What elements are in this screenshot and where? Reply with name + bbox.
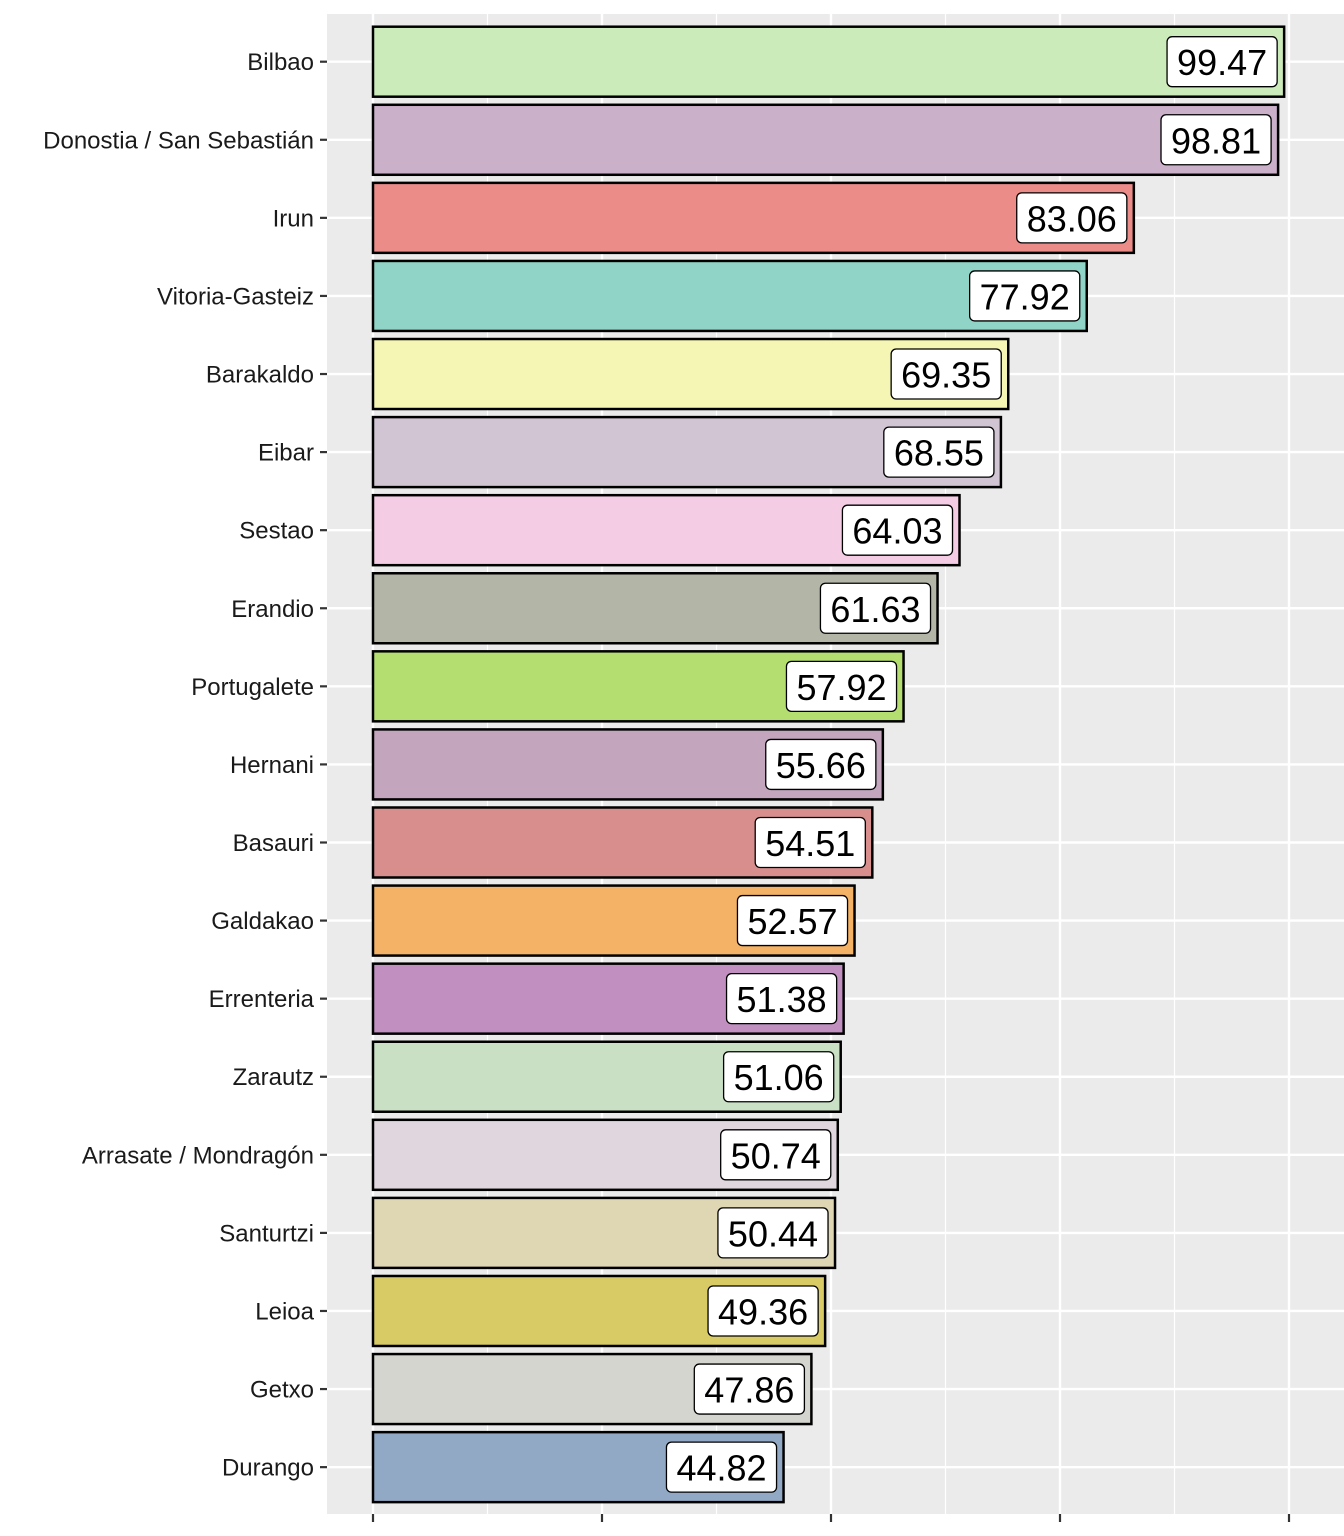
category-label: Irun [273, 205, 314, 232]
value-label: 77.92 [980, 276, 1070, 317]
value-label: 50.74 [731, 1135, 821, 1176]
x-axis [371, 1514, 1291, 1522]
value-label-box [1160, 114, 1272, 166]
value-label: 50.44 [728, 1213, 818, 1254]
value-label: 98.81 [1171, 120, 1261, 161]
category-label: Durango [222, 1455, 314, 1482]
value-label-box [725, 973, 838, 1025]
value-label: 55.66 [776, 745, 866, 786]
value-label: 83.06 [1027, 198, 1117, 239]
value-label-box [765, 738, 877, 791]
value-label-box [736, 894, 849, 947]
bar-irun [371, 181, 1136, 255]
category-label: Getxo [250, 1377, 314, 1404]
category-label: Santurtzi [219, 1220, 314, 1247]
value-label-box [754, 816, 866, 869]
value-label-box [969, 270, 1081, 322]
category-label: Zarautz [233, 1064, 314, 1091]
value-label-box [717, 1207, 829, 1259]
value-label: 49.36 [718, 1291, 808, 1332]
bar-bilbao [371, 25, 1286, 98]
value-label-box [841, 504, 954, 556]
value-label-box [890, 348, 1002, 400]
value-label: 51.38 [737, 979, 827, 1020]
category-label: Bilbao [247, 49, 314, 76]
value-label: 47.86 [704, 1370, 794, 1411]
value-label-box [665, 1441, 778, 1493]
category-label: Leioa [255, 1298, 314, 1325]
value-label: 52.57 [747, 901, 837, 942]
value-label-box [1016, 192, 1128, 244]
value-label-box [707, 1285, 819, 1337]
value-label: 44.82 [676, 1448, 766, 1489]
value-label: 54.51 [765, 823, 855, 864]
value-label: 68.55 [894, 433, 984, 474]
value-label: 51.06 [734, 1057, 824, 1098]
category-label: Errenteria [209, 986, 315, 1013]
value-label: 61.63 [830, 589, 920, 630]
category-label: Basauri [233, 830, 314, 857]
value-label: 64.03 [852, 511, 942, 552]
category-label: Donostia / San Sebastián [43, 127, 314, 154]
category-label: Eibar [258, 440, 314, 467]
value-label-box [720, 1129, 832, 1181]
value-label-box [1166, 36, 1278, 88]
category-label: Vitoria-Gasteiz [157, 283, 314, 310]
category-label: Barakaldo [206, 362, 314, 389]
value-label-box [785, 660, 898, 712]
category-label: Arrasate / Mondragón [82, 1142, 314, 1169]
category-label: Erandio [231, 596, 314, 623]
category-label: Galdakao [211, 908, 314, 935]
value-label: 99.47 [1177, 42, 1267, 83]
value-label-box [819, 582, 932, 634]
category-label: Sestao [239, 518, 314, 545]
category-label: Portugalete [191, 674, 314, 701]
value-label-box [722, 1051, 835, 1103]
bar-donostia-san-sebastian [371, 103, 1280, 177]
value-label: 69.35 [901, 355, 991, 396]
value-labels: 99.47 98.81 83.06 77.92 69.35 68.55 64.03 61.63… [665, 36, 1278, 1493]
bar-vitoria-gasteiz [371, 259, 1088, 333]
value-label: 57.92 [796, 667, 886, 708]
value-label-box [693, 1363, 806, 1415]
y-axis: Bilbao Donostia / San Sebastián Irun Vitori… [43, 49, 327, 1482]
value-label-box [883, 426, 995, 478]
category-label: Hernani [230, 752, 314, 779]
